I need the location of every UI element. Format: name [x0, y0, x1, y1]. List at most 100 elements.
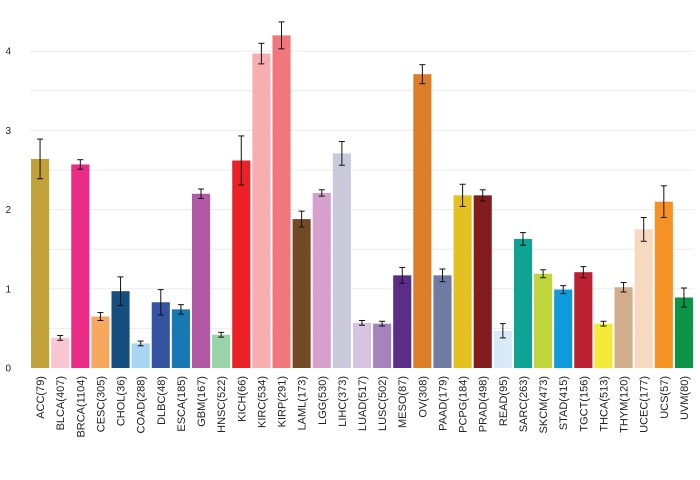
- bar-stad: [554, 289, 573, 368]
- bar-lihc: [332, 153, 351, 368]
- bar-uvm: [674, 297, 693, 368]
- x-tick-label: THCA(513): [598, 376, 610, 432]
- bar-lgg: [312, 192, 331, 368]
- y-tick-label: 2: [5, 205, 11, 216]
- bar-kich: [232, 160, 251, 368]
- error-bar-kirp: [278, 21, 285, 50]
- error-bar-stad: [560, 285, 567, 295]
- x-tick-label: UCS(57): [659, 376, 671, 419]
- x-tick-label: MESO(87): [397, 376, 409, 428]
- error-bar-sarc: [519, 232, 526, 246]
- bar-ucs: [654, 201, 673, 368]
- error-bar-read: [499, 323, 506, 339]
- y-axis-ticks: 0 1 2 3 4: [5, 47, 11, 375]
- bar-lusc: [373, 323, 392, 368]
- bar-meso: [393, 275, 412, 368]
- x-tick-label: CESC(305): [95, 376, 107, 432]
- bar-kirp: [272, 35, 291, 369]
- bar-coad: [131, 343, 150, 368]
- bar-ucec: [634, 229, 653, 368]
- x-tick-label: GBM(167): [196, 376, 208, 427]
- y-tick-label: 1: [5, 284, 11, 295]
- bar-blca: [51, 337, 70, 368]
- error-bar-ov: [419, 64, 426, 85]
- x-tick-label: READ(95): [498, 376, 510, 426]
- x-tick-label: TGCT(156): [578, 376, 590, 432]
- x-tick-label: UCEC(177): [639, 376, 651, 433]
- error-bar-ucec: [640, 217, 647, 242]
- bar-kirc: [252, 53, 271, 368]
- x-tick-label: BLCA(407): [55, 376, 67, 430]
- x-tick-label: LAML(173): [297, 376, 309, 430]
- x-tick-label: LGG(530): [317, 376, 329, 425]
- x-tick-label: ACC(79): [35, 376, 47, 419]
- bar-gbm: [191, 193, 211, 368]
- bar-ov: [413, 74, 432, 369]
- error-bar-lusc: [379, 320, 386, 327]
- y-tick-label: 3: [5, 126, 11, 137]
- error-bar-hnsc: [218, 331, 225, 338]
- error-bar-prad: [479, 189, 486, 202]
- x-tick-label: SARC(263): [518, 376, 530, 432]
- error-bar-chol: [117, 276, 124, 306]
- x-tick-label: LUSC(502): [377, 376, 389, 431]
- bar-thym: [614, 287, 633, 368]
- x-tick-label: STAD(415): [558, 376, 570, 430]
- error-bar-skcm: [540, 269, 547, 279]
- bar-tgct: [574, 272, 593, 368]
- error-bar-esca: [177, 304, 184, 315]
- bar-dlbc: [151, 302, 170, 368]
- x-tick-label: KIRC(534): [256, 376, 268, 428]
- error-bar-meso: [399, 266, 406, 284]
- error-bar-luad: [359, 319, 365, 326]
- x-tick-label: KIRP(291): [277, 376, 289, 427]
- y-tick-label: 0: [5, 364, 11, 375]
- y-tick-label: 4: [5, 47, 11, 58]
- x-tick-label: HNSC(522): [216, 376, 228, 433]
- error-bar-uvm: [680, 287, 687, 308]
- error-bar-cesc: [97, 312, 104, 321]
- error-bar-pcpg: [459, 183, 466, 207]
- error-bar-tgct: [580, 266, 587, 279]
- error-bar-brca: [77, 159, 84, 170]
- bar-pcpg: [453, 195, 472, 368]
- bars: [31, 35, 693, 369]
- x-tick-label: COAD(288): [136, 376, 148, 433]
- error-bar-laml: [298, 210, 305, 228]
- error-bar-thym: [620, 281, 627, 293]
- x-tick-label: KICH(66): [236, 376, 248, 422]
- x-tick-label: CHOL(36): [116, 376, 128, 426]
- bar-cesc: [91, 316, 110, 368]
- bar-sarc: [513, 238, 533, 368]
- x-tick-label: PRAD(498): [478, 376, 490, 432]
- error-bar-kich: [238, 135, 245, 186]
- bar-read: [493, 330, 512, 368]
- error-bar-thca: [600, 320, 607, 327]
- bar-acc: [31, 158, 50, 368]
- x-tick-label: ESCA(185): [176, 376, 188, 432]
- bar-skcm: [534, 273, 553, 368]
- bar-paad: [433, 275, 452, 368]
- error-bar-coad: [137, 340, 144, 347]
- bar-thca: [594, 323, 613, 368]
- error-bar-lgg: [318, 189, 325, 197]
- x-tick-label: THYM(120): [619, 376, 631, 433]
- x-tick-label: PCPG(184): [458, 376, 470, 433]
- error-bar-dlbc: [157, 289, 164, 316]
- bar-luad: [352, 322, 372, 368]
- x-axis-labels: ACC(79) BLCA(407) BRCA(1104) CESC(305) CHOL(…: [35, 376, 691, 438]
- x-tick-label: LUAD(517): [357, 376, 369, 431]
- x-tick-label: OV(308): [417, 376, 429, 418]
- x-tick-label: LIHC(373): [337, 376, 349, 427]
- x-tick-label: UVM(80): [679, 376, 691, 420]
- bar-chol: [111, 291, 130, 368]
- x-tick-label: SKCM(473): [538, 376, 550, 433]
- bar-brca: [71, 164, 90, 368]
- x-tick-label: DLBC(48): [156, 376, 168, 425]
- x-tick-label: BRCA(1104): [75, 376, 87, 438]
- bar-hnsc: [212, 334, 231, 368]
- error-bar-gbm: [198, 188, 205, 200]
- bar-esca: [171, 309, 190, 368]
